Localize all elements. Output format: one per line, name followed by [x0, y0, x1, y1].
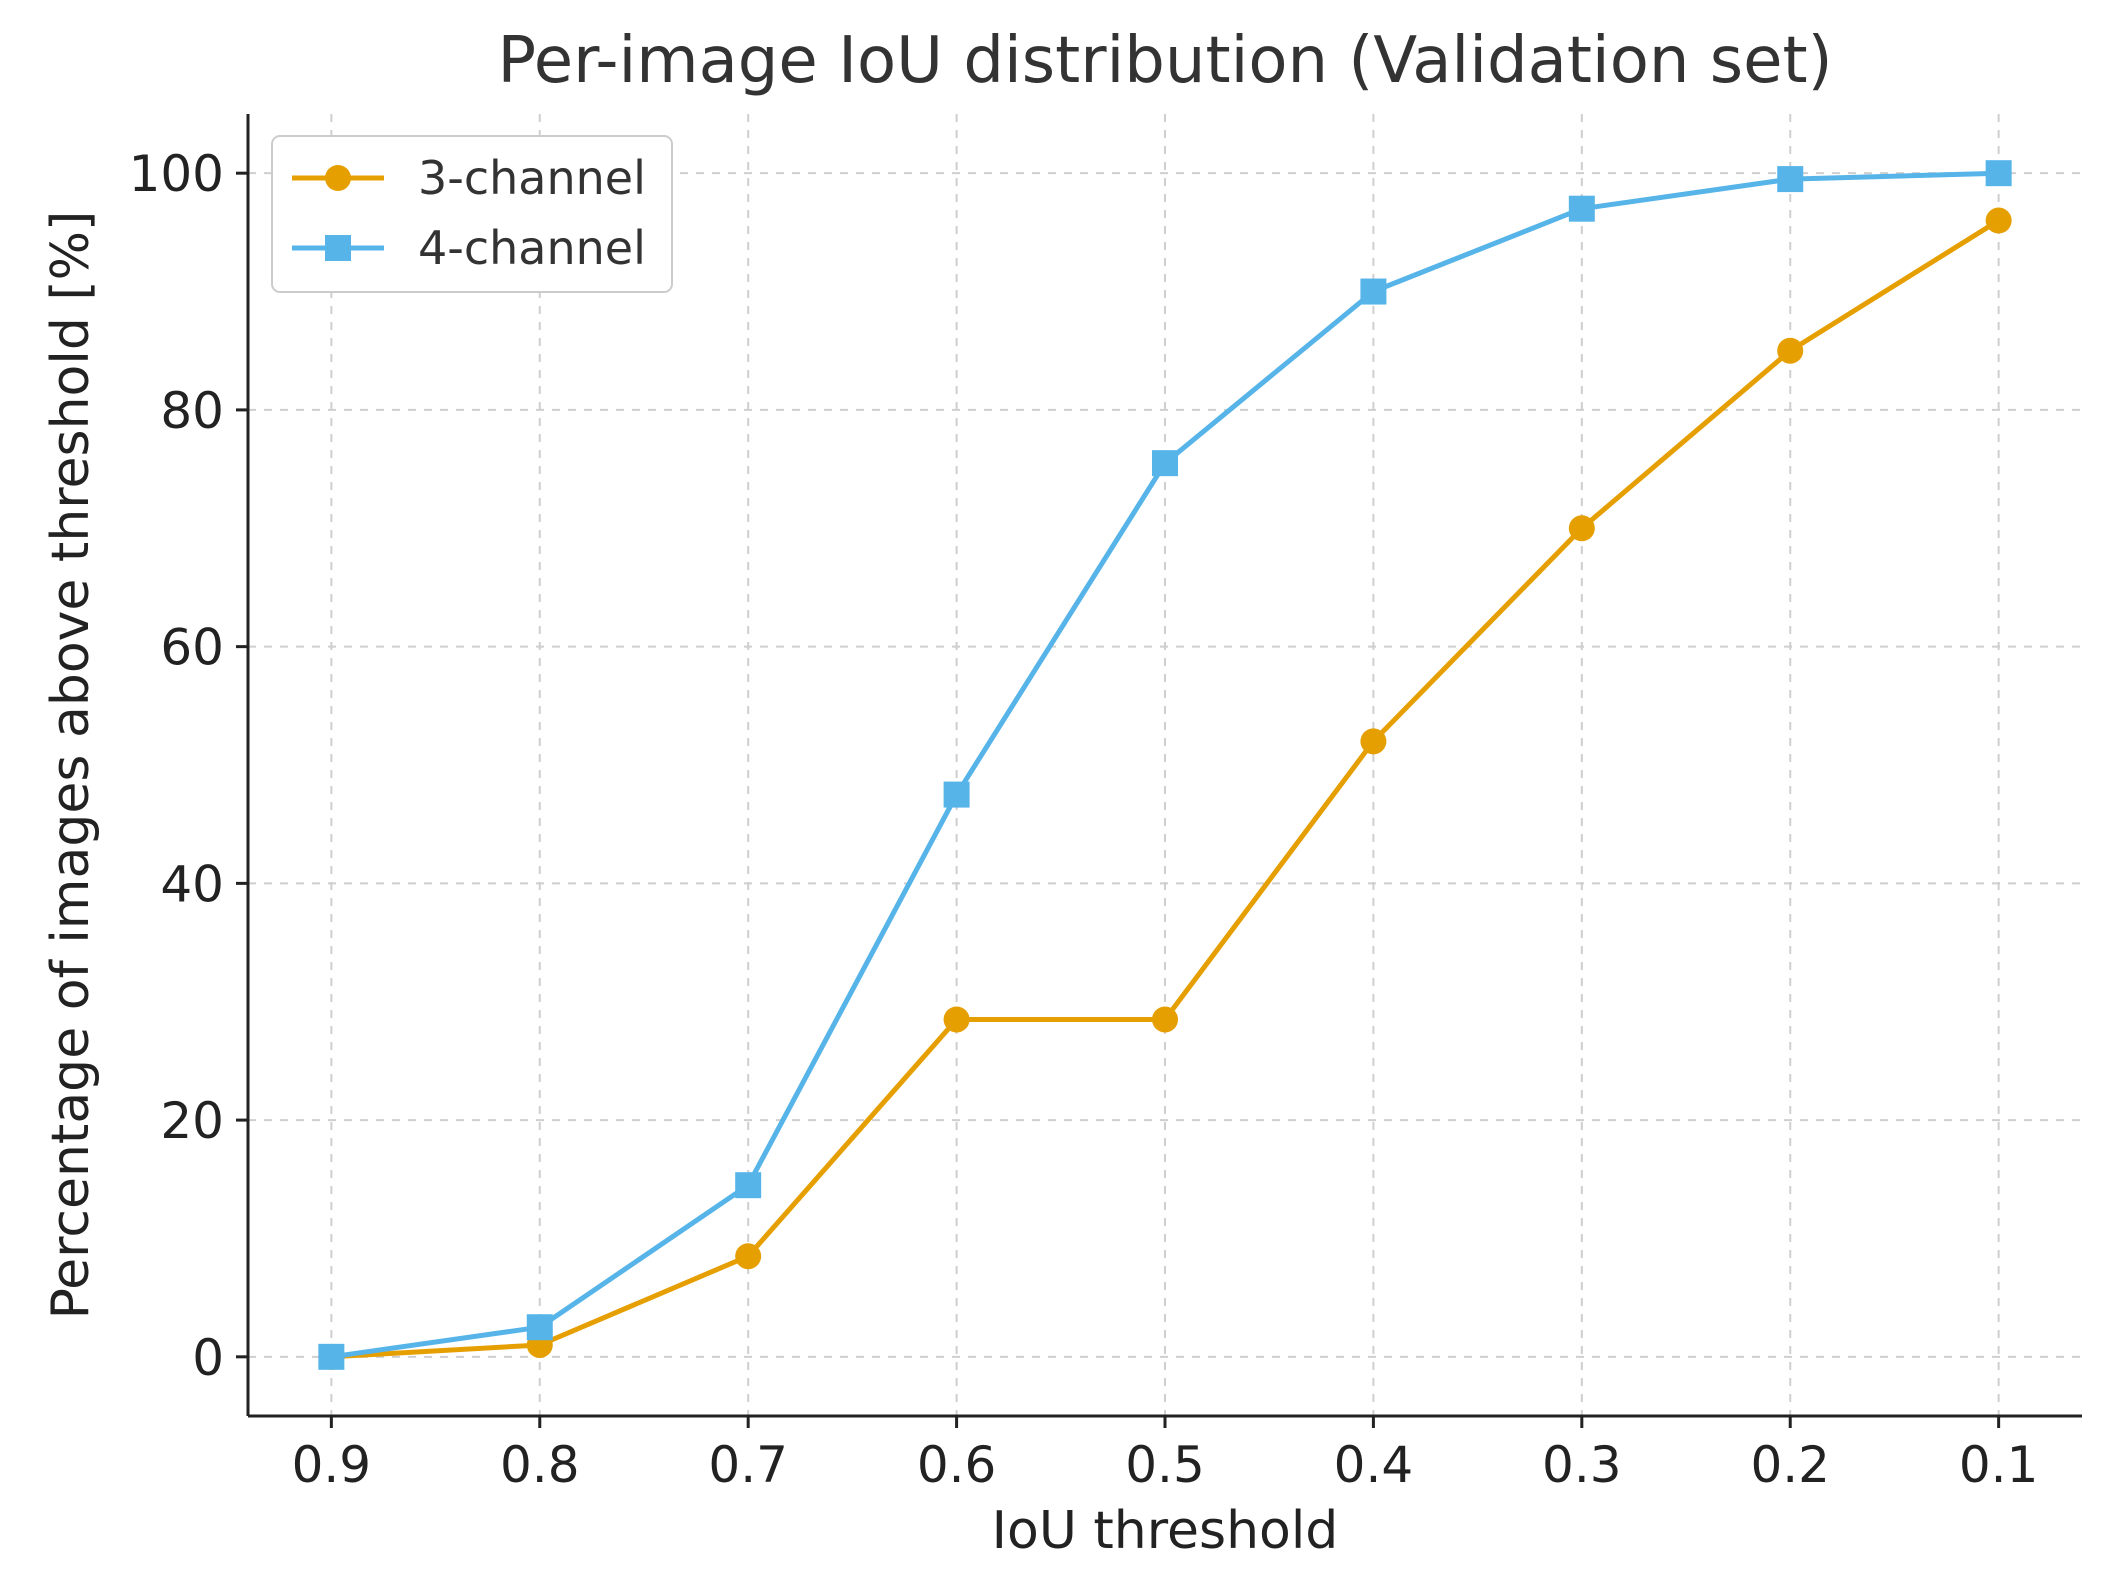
legend-marker — [325, 235, 351, 261]
legend: 3-channel 4-channel — [271, 135, 673, 293]
x-tick-label: 0.2 — [1750, 1436, 1830, 1494]
x-tick-label: 0.1 — [1959, 1436, 2039, 1494]
x-axis-label: IoU threshold — [992, 1501, 1339, 1561]
data-point — [735, 1172, 762, 1199]
data-point — [1568, 515, 1595, 542]
series-4-channel — [318, 160, 2012, 1370]
y-tick-label: 100 — [129, 145, 224, 203]
data-point — [1152, 450, 1178, 477]
chart-title: Per-image IoU distribution (Validation s… — [497, 24, 1832, 98]
data-point — [1985, 207, 2012, 234]
ticks: 0.9 0.8 0.7 0.6 0.5 0.4 0.3 0.2 0.1 0 20 40 60 80 100 — [129, 145, 2039, 1494]
data-point — [943, 781, 970, 808]
y-tick-label: 80 — [160, 382, 224, 440]
data-point — [1568, 195, 1595, 222]
y-tick-label: 60 — [160, 619, 224, 677]
data-point — [526, 1314, 553, 1341]
y-tick-label: 20 — [160, 1092, 224, 1150]
legend-label: 3-channel — [418, 151, 646, 205]
data-point — [735, 1243, 762, 1270]
x-tick-label: 0.6 — [917, 1436, 997, 1494]
series — [318, 160, 2012, 1370]
legend-entry: 4-channel — [292, 221, 646, 275]
data-point — [943, 1006, 970, 1033]
x-tick-label: 0.4 — [1334, 1436, 1414, 1494]
y-tick-label: 0 — [192, 1329, 224, 1387]
x-tick-label: 0.5 — [1125, 1436, 1205, 1494]
legend-frame — [271, 135, 673, 293]
y-axis-label: Percentage of images above threshold [%] — [41, 211, 101, 1320]
legend-entry: 3-channel — [292, 151, 646, 205]
x-tick-label: 0.3 — [1542, 1436, 1622, 1494]
legend-marker — [325, 165, 351, 191]
data-point — [1360, 728, 1387, 755]
grid — [248, 114, 2082, 1416]
data-point — [318, 1343, 345, 1370]
x-tick-label: 0.8 — [500, 1436, 580, 1494]
data-point — [1360, 278, 1387, 305]
data-point — [1777, 337, 1804, 364]
x-tick-label: 0.9 — [292, 1436, 372, 1494]
data-point — [1985, 160, 2012, 187]
data-point — [1152, 1006, 1178, 1033]
x-tick-label: 0.7 — [708, 1436, 788, 1494]
y-tick-label: 40 — [160, 855, 224, 913]
series-line — [331, 170, 1999, 1360]
data-point — [1777, 166, 1804, 193]
legend-label: 4-channel — [418, 221, 646, 275]
